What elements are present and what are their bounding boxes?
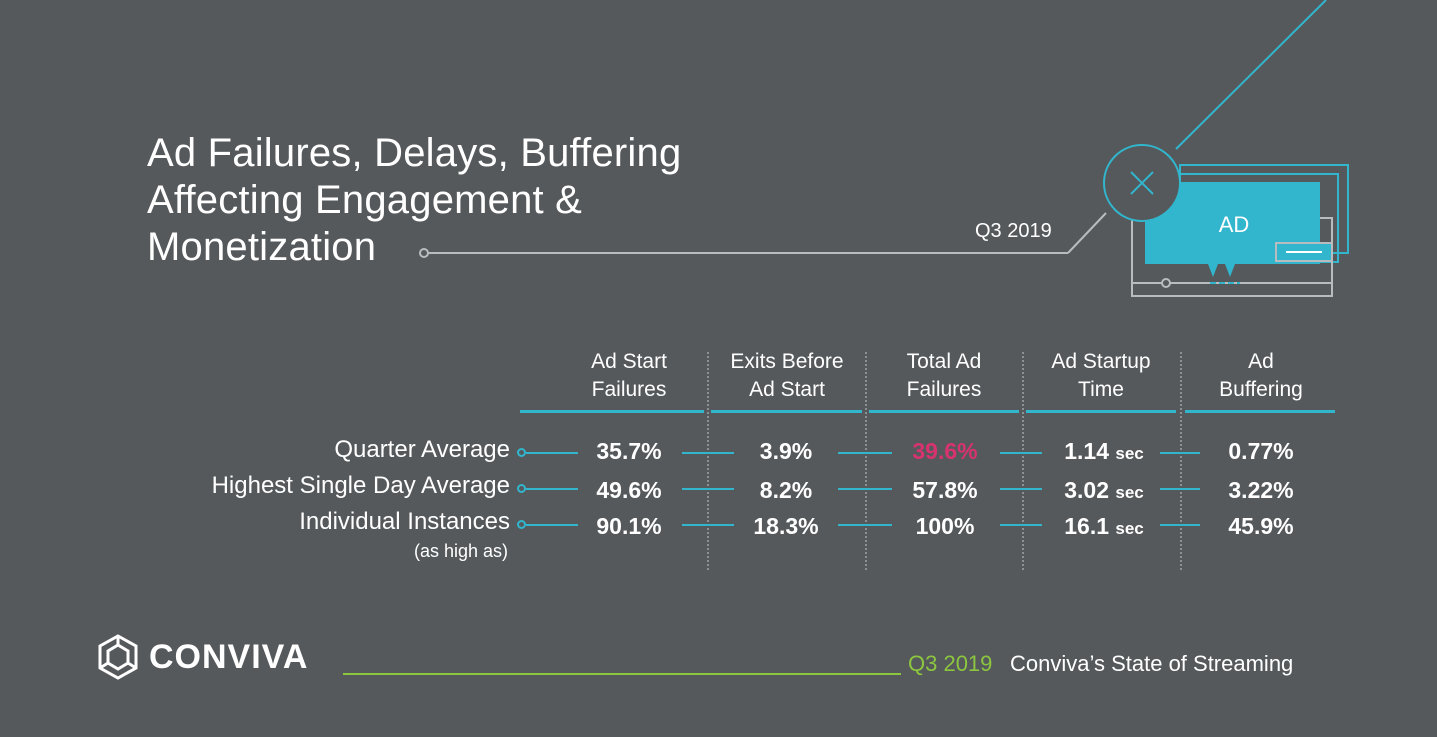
column-header-ad-startup-time: Ad Startup Time [1051,350,1151,401]
row-connector [1000,524,1042,526]
ad-player-illustration: AD [1103,0,1349,297]
row-connector [1160,488,1200,490]
conviva-logo-icon [98,634,138,680]
column-header-exits-before-ad-start: Exits Before Ad Start [730,350,844,401]
column-divider [707,352,709,570]
row-connector [682,524,734,526]
column-underline [520,410,704,413]
cell-individual-ad-startup-time: 16.1 sec [1064,513,1144,539]
ad-label: AD [1219,212,1250,237]
row-label-quarter-average: Quarter Average [334,436,510,463]
brand-name: CONVIVA [149,637,309,676]
column-divider [1022,352,1024,570]
column-underline [869,410,1019,413]
column-divider [865,352,867,570]
row-marker [517,484,526,493]
conviva-logo: CONVIVA [97,634,308,680]
row-connector [1000,488,1042,490]
title-line-2: Affecting Engagement & [147,178,583,222]
row-sublabel-as-high-as: (as high as) [413,541,508,561]
footer-period: Q3 2019 [908,651,993,676]
row-connector [682,488,734,490]
row-connector [1000,452,1042,454]
row-connector [838,524,892,526]
row-connector [526,524,578,526]
row-connector [526,488,578,490]
cell-individual-ad-buffering: 45.9% [1228,513,1294,539]
cell-highest-day-ad-buffering: 3.22% [1228,477,1294,503]
row-connector [1160,524,1200,526]
cell-quarter-average-ad-start-failures: 35.7% [596,438,662,464]
column-underline [711,410,862,413]
row-label-individual-instances: Individual Instances [299,508,510,535]
cell-individual-exits-before-ad-start: 18.3% [753,513,819,539]
row-marker [517,520,526,529]
column-header-total-ad-failures: Total Ad Failures [906,350,982,401]
row-connector [526,452,578,454]
footer-report-title: Conviva’s State of Streaming [1010,651,1294,676]
connector-line [419,212,1107,258]
cell-quarter-average-ad-buffering: 0.77% [1228,438,1294,464]
title-line-3: Monetization [147,225,377,269]
row-label-highest-single-day-average: Highest Single Day Average [211,472,510,499]
cell-quarter-average-ad-startup-time: 1.14 sec [1064,438,1144,464]
column-underline [1185,410,1335,413]
period-label: Q3 2019 [975,220,1052,242]
cell-highest-day-ad-startup-time: 3.02 sec [1064,477,1144,503]
cell-highest-day-exits-before-ad-start: 8.2% [759,477,813,503]
column-underline [1026,410,1176,413]
page-title: Ad Failures, Delays, Buffering Affecting… [147,130,681,271]
close-x-icon [1130,171,1154,195]
column-header-ad-start-failures: Ad Start Failures [591,350,667,401]
row-connector [838,452,892,454]
cell-highest-day-ad-start-failures: 49.6% [596,477,662,503]
row-connector [838,488,892,490]
title-line-1: Ad Failures, Delays, Buffering [147,131,682,175]
cell-individual-total-ad-failures: 100% [915,513,975,539]
column-header-ad-buffering: Ad Buffering [1219,350,1303,401]
cell-quarter-average-total-ad-failures: 39.6% [912,438,978,464]
cell-individual-ad-start-failures: 90.1% [596,513,662,539]
column-divider [1180,352,1182,570]
footer-divider [343,673,901,675]
row-connector [1160,452,1200,454]
cell-quarter-average-exits-before-ad-start: 3.9% [759,438,813,464]
row-connector [682,452,734,454]
cell-highest-day-total-ad-failures: 57.8% [912,477,978,503]
row-marker [517,448,526,457]
